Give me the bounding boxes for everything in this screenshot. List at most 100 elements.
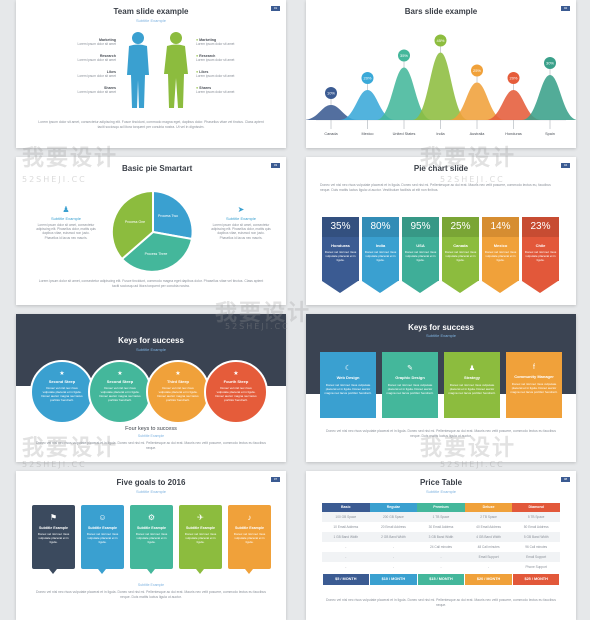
slide-price-table[interactable]: Price Table Subtitle Example 08 Basic Reg… (306, 471, 576, 620)
goal-card-text: Donec vel nisl nec risus vulputate place… (135, 532, 168, 544)
goal-card-title: Subtitle Example (186, 526, 215, 530)
stat-card-percent: 35% (322, 217, 359, 237)
price-table: Basic Regular Premium Deluxe Diamond 100 GB S… (322, 503, 560, 585)
goal-card-icon: ♪ (247, 513, 252, 522)
stat-card-text: Donec vel nisl nec risus vulputate place… (324, 250, 357, 262)
team-right-item: ● Marketing Lorem ipsum dolor sit amet (196, 38, 235, 46)
bell-bar (306, 105, 359, 120)
key-card: ☾ Web Design Donec vel nisl nec risus vulp… (320, 352, 376, 418)
price-button[interactable]: $10 / MONTH (370, 574, 417, 585)
slide-bars[interactable]: Bars slide example 02 10% Canada 20% Mexico… (306, 0, 576, 148)
key-card-text: Donec vel nisl nec risus vulputate place… (324, 383, 372, 395)
slide-pie-chart[interactable]: Pie chart slide 04 Donec vel nisl nec ri… (306, 157, 576, 305)
slide-keys-cards[interactable]: Keys for success Subtitle Example ☾ Web D… (306, 314, 576, 462)
price-row: - - - Email Support Email Support (322, 552, 560, 562)
page-number: 01 (271, 6, 280, 11)
slide-title: Five goals to 2016 (116, 478, 186, 487)
goal-card-pointer (245, 569, 253, 574)
pie-segment-label: Process Two (158, 214, 178, 218)
price-cell: 100 GB Space (335, 515, 357, 519)
slide-subtitle: Subtitle Example (425, 333, 456, 338)
goal-cards: ⚑ Subtitle Example Donec vel nisl nec risu… (32, 505, 272, 577)
watermark-url: 52SHEJI.CC (225, 322, 290, 331)
price-cell: 24 Call minutes (430, 545, 452, 549)
key-circle-title: Second Steep (106, 379, 134, 384)
price-cell: - (392, 565, 394, 569)
slide-team[interactable]: Team slide example Subtitle Example 01 M… (16, 0, 286, 148)
price-cell: Email Support (478, 555, 499, 559)
stat-card-body: USA Donec vel nisl nec risus vulputate pl… (402, 237, 439, 281)
goal-card: ⚙ Subtitle Example Donec vel nisl nec risu… (130, 505, 173, 569)
goal-card-title: Subtitle Example (88, 526, 117, 530)
price-button[interactable]: $25 / MONTH (512, 574, 560, 585)
slide-body: Donec vel nisl nec risus vulputate place… (36, 590, 266, 599)
goal-card-title: Subtitle Example (39, 526, 68, 530)
key-circle-title: Fourth Steep (223, 379, 249, 384)
slide-five-goals[interactable]: Five goals to 2016 Subtitle Example 07 ⚑… (16, 471, 286, 620)
stat-card-percent: 23% (522, 217, 559, 237)
slide-intro: Donec vel nisl nec risus vulputate place… (320, 183, 551, 192)
goal-card-text: Donec vel nisl nec risus vulputate place… (184, 532, 217, 544)
category-label: Mexico (361, 132, 373, 136)
slide-title: Price Table (419, 478, 463, 487)
slide-body: Donec vel nisl nec risus vulputate place… (326, 598, 556, 607)
stat-card-body: India Donec vel nisl nec risus vulputate … (362, 237, 399, 281)
price-cell: 50 Email Address (523, 525, 549, 529)
footer-title: Four keys to success (125, 426, 177, 432)
slide-subtitle: Subtitle Example (135, 18, 166, 23)
stat-card: 80% India Donec vel nisl nec risus vulputa… (362, 217, 399, 295)
goal-card-pointer (147, 569, 155, 574)
price-button[interactable]: $5 / MONTH (322, 574, 370, 585)
price-cell: 96 Call minutes (525, 545, 548, 549)
key-card: ♟ Strategy Donec vel nisl nec risus vulput… (444, 352, 500, 418)
footer-subtitle: Subtitle Example (137, 434, 165, 438)
bars-chart: 10% Canada 20% Mexico 35% United States 45% Ind… (306, 34, 576, 136)
data-label: 30% (546, 61, 554, 66)
pie-smartart: Process Two Process Three Process One (110, 189, 194, 273)
slide-body: Lorem ipsum dolor sit amet, consectetur … (38, 120, 264, 129)
pie-right-text: Lorem ipsum dolor sit amet, consectetur … (211, 223, 271, 240)
goal-card-text: Donec vel nisl nec risus vulputate place… (86, 532, 119, 544)
key-circle-text: Donec vel nisl nec risus vulputate place… (215, 386, 257, 402)
category-label: Spain (545, 132, 555, 136)
stat-card-name: Honduras (331, 243, 350, 248)
price-button[interactable]: $15 / MONTH (417, 574, 465, 585)
price-cell: 4 GB Band Width (476, 535, 501, 539)
watermark-url: 52SHEJI.CC (440, 460, 505, 469)
key-card-icon: f (533, 364, 535, 371)
price-cell: - (488, 565, 490, 569)
price-cell: 5 TB Space (527, 515, 545, 519)
key-card-text: Donec vel nisl nec risus vulputate place… (448, 383, 496, 395)
price-cell: 5 GB Band Width (523, 535, 549, 539)
bell-bar (522, 75, 576, 120)
price-button[interactable]: $20 / MONTH (465, 574, 512, 585)
value-pin (398, 49, 410, 62)
page-number: 08 (561, 477, 570, 482)
price-plan-name: Regular (369, 503, 418, 512)
key-card-icon: ♟ (468, 365, 476, 372)
goal-card: ⚑ Subtitle Example Donec vel nisl nec risu… (32, 505, 75, 569)
slide-body: Donec vel nisl nec risus vulputate place… (326, 429, 556, 438)
category-label: Honduras (505, 132, 522, 136)
stat-card: 14% Mexico Donec vel nisl nec risus vulput… (482, 217, 519, 295)
slide-title: Team slide example (113, 7, 189, 16)
slide-keys-circles[interactable]: Keys for success Subtitle Example ★ Secon… (16, 314, 286, 462)
key-circle: ★ Second Steep Donec vel nisl nec risus vu… (88, 360, 152, 424)
slide-pie-smartart[interactable]: Basic pie Smartart 03 Process Two Proces… (16, 157, 286, 305)
watermark-url: 52SHEJI.CC (22, 460, 87, 469)
goal-card-title: Subtitle Example (235, 526, 264, 530)
stat-card: 95% USA Donec vel nisl nec risus vulputate… (402, 217, 439, 295)
data-label: 25% (473, 68, 481, 73)
bell-bar (449, 82, 505, 120)
price-cell: Email Support (526, 555, 547, 559)
watermark-url: 52SHEJI.CC (22, 175, 87, 184)
goal-card-pointer (196, 569, 204, 574)
key-card-icon: ☾ (344, 365, 352, 372)
watermark-url: 52SHEJI.CC (440, 175, 505, 184)
value-pin (361, 72, 374, 84)
pie-segment-label: Process One (125, 220, 145, 224)
price-cell: 40 Email Address (476, 525, 501, 529)
price-cell: 1 GB Band Width (333, 535, 359, 539)
price-cell: 10 Email Address (333, 525, 359, 529)
price-cell: 2 GB Band Width (381, 535, 406, 539)
